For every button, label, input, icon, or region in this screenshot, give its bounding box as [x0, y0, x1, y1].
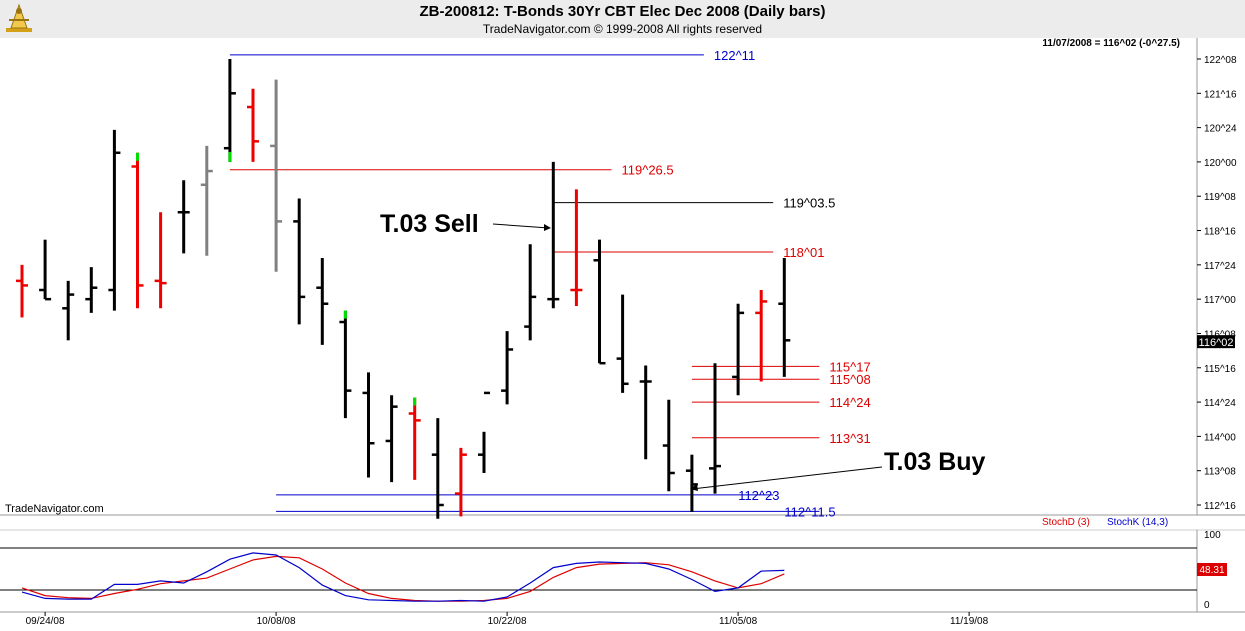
price-tick-label: 113^08	[1204, 467, 1236, 478]
price-tick-label: 121^16	[1204, 89, 1237, 100]
sell-signal-label: T.03 Sell	[380, 210, 479, 238]
date-tick-label: 11/19/08	[950, 616, 989, 627]
stoch-value-box	[1197, 563, 1227, 576]
ohlc-bars	[16, 59, 791, 519]
stochk-line	[21, 552, 785, 602]
price-level-label: 118^01	[783, 245, 824, 260]
price-level-label: 115^08	[829, 372, 870, 387]
price-tick-label: 122^08	[1204, 55, 1237, 66]
stoch-tick-label: 100	[1204, 530, 1221, 541]
price-levels: 122^11 119^26.5 119^03.5 118^01 115^17115^08…	[229, 48, 871, 519]
chart-title: ZB-200812: T-Bonds 30Yr CBT Elec Dec 200…	[419, 3, 826, 20]
price-tick-label: 120^00	[1204, 158, 1237, 169]
buy-signal-arrow	[691, 466, 883, 490]
buy-signal-label: T.03 Buy	[884, 448, 986, 476]
sell-signal-arrow	[492, 223, 550, 229]
stoch-value-label: 48.31	[1199, 565, 1224, 576]
date-tick-label: 10/22/08	[488, 616, 527, 627]
stochk-legend: StochK (14,3)	[1107, 517, 1168, 528]
price-level-label: 115^17	[829, 359, 870, 374]
buy-arrow-head	[690, 484, 698, 491]
price-level-label: 122^11	[714, 48, 755, 63]
watermark: TradeNavigator.com	[5, 503, 104, 515]
price-level-label: 114^24	[829, 395, 870, 410]
stochd-legend: StochD (3)	[1042, 517, 1090, 528]
price-tick-label: 117^24	[1204, 261, 1236, 272]
price-tick-label: 114^24	[1204, 398, 1236, 409]
trade-navigator-logo-icon	[6, 3, 32, 32]
price-tick-label: 115^16	[1204, 364, 1236, 375]
price-tick-label: 120^24	[1204, 124, 1237, 135]
price-tick-label: 119^08	[1204, 192, 1236, 203]
price-level-label: 112^11.5	[784, 504, 835, 519]
date-tick-label: 10/08/08	[257, 616, 296, 627]
chart-subtitle: TradeNavigator.com © 1999-2008 All right…	[482, 22, 763, 36]
price-tick-label: 117^00	[1204, 295, 1236, 306]
current-price-box	[1197, 335, 1235, 349]
price-tick-label: 116^08	[1204, 329, 1236, 340]
price-tick-label: 114^00	[1204, 432, 1236, 443]
price-level-label: 119^03.5	[783, 196, 835, 211]
price-level-label: 119^26.5	[622, 163, 674, 178]
last-quote: 11/07/2008 = 116^02 (-0^27.5)	[1042, 38, 1180, 49]
date-axis: 09/24/08 10/08/08 10/22/08 11/05/08 11/19/08	[26, 612, 989, 627]
price-level-label: 113^31	[829, 431, 870, 446]
stoch-tick-label: 0	[1204, 600, 1210, 611]
stochd-line	[21, 555, 785, 602]
current-price-label: 116^02	[1199, 337, 1234, 349]
sell-arrow-head	[544, 224, 551, 231]
price-tick-label: 118^16	[1204, 227, 1236, 238]
title-bar	[0, 0, 1245, 38]
price-axis: 122^08 121^16 120^24 120^00 119^08 118^16 117^…	[1197, 55, 1237, 512]
date-tick-label: 09/24/08	[26, 616, 65, 627]
price-level-label: 112^23	[738, 488, 779, 503]
price-tick-label: 112^16	[1204, 501, 1236, 512]
date-tick-label: 11/05/08	[719, 616, 758, 627]
